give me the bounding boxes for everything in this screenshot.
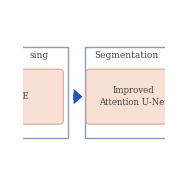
Text: HE: HE bbox=[16, 92, 30, 101]
FancyBboxPatch shape bbox=[0, 69, 63, 124]
FancyBboxPatch shape bbox=[0, 47, 68, 137]
FancyBboxPatch shape bbox=[86, 69, 181, 124]
FancyBboxPatch shape bbox=[85, 47, 183, 137]
Text: Segmentation: Segmentation bbox=[94, 51, 158, 60]
Text: Improved
Attention U-Net: Improved Attention U-Net bbox=[99, 86, 168, 107]
Text: sing: sing bbox=[30, 51, 49, 60]
